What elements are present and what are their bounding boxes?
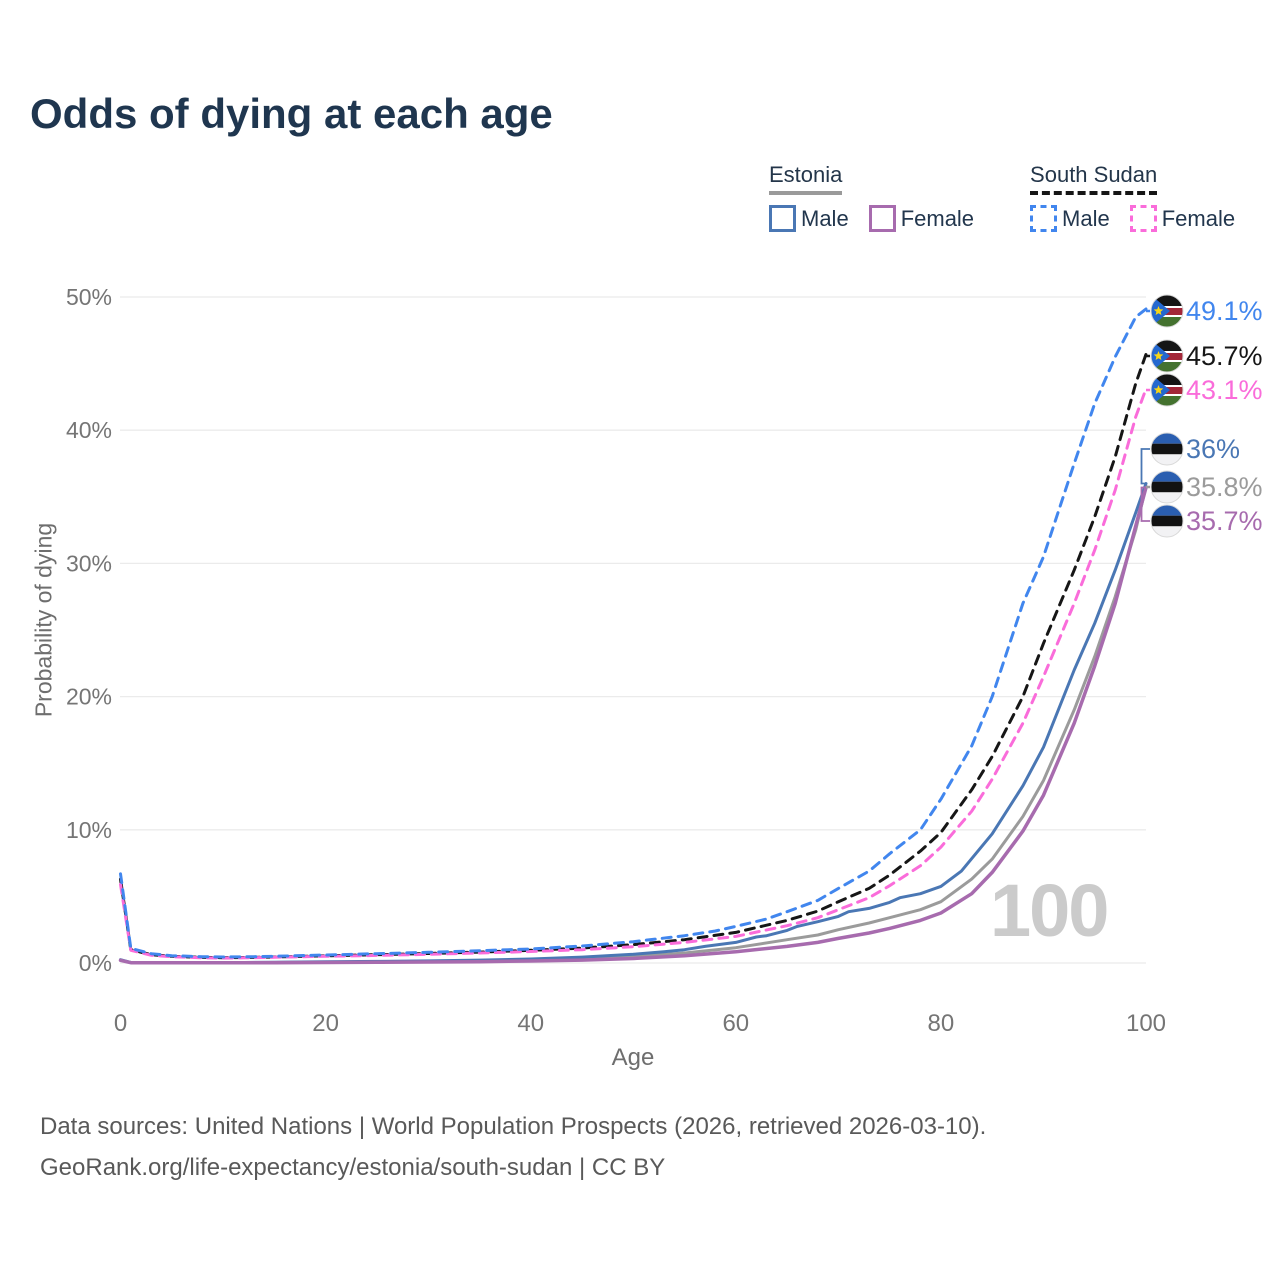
end-value-label-estonia-both: 35.8% [1186, 472, 1263, 502]
legend-item-south-sudan-male[interactable]: Male [1030, 205, 1110, 232]
x-tick-label: 20 [312, 1010, 339, 1037]
estonia-female-swatch-icon [868, 205, 896, 232]
georank-link[interactable]: GeoRank.org/life-expectancy/estonia/sout… [40, 1154, 666, 1181]
data-sources-text: Data sources: United Nations | World Pop… [40, 1113, 987, 1140]
legend-item-label: Female [900, 205, 975, 231]
y-tick-label: 50% [66, 284, 112, 310]
legend-item-estonia-male[interactable]: Male [769, 205, 849, 232]
x-axis-title: Age [611, 1044, 655, 1071]
legend-country-south-sudan: South Sudan [1030, 162, 1158, 195]
x-tick-label: 80 [928, 1010, 955, 1037]
label-connector-estonia-female [1140, 486, 1150, 522]
y-axis-title: Probability of dying [30, 522, 57, 718]
south-sudan-male-swatch-icon [1030, 205, 1058, 232]
end-value-label-south-sudan-both: 45.7% [1186, 341, 1263, 371]
flag-south-sudan-icon [1150, 294, 1184, 328]
end-value-label-south-sudan-female: 43.1% [1186, 375, 1263, 405]
flag-south-sudan-icon [1150, 373, 1184, 407]
legend: Estonia Male Female South Sudan Male [769, 162, 1235, 232]
flag-estonia-icon [1150, 432, 1184, 466]
estonia-male-swatch-icon [769, 205, 796, 232]
y-tick-label: 30% [66, 550, 112, 576]
flag-estonia-icon [1150, 470, 1184, 504]
legend-item-label: Female [1161, 205, 1236, 231]
x-tick-label: 100 [1126, 1010, 1166, 1037]
legend-group-south-sudan: South Sudan Male Female [1030, 162, 1235, 232]
legend-item-south-sudan-female[interactable]: Female [1129, 205, 1236, 232]
x-tick-label: 40 [517, 1010, 544, 1037]
legend-group-estonia: Estonia Male Female [769, 162, 974, 232]
label-connector-estonia-male [1140, 448, 1150, 485]
y-tick-label: 0% [79, 950, 112, 976]
legend-country-estonia: Estonia [769, 162, 843, 195]
legend-item-label: Male [801, 205, 849, 231]
footer: Data sources: United Nations | World Pop… [40, 1106, 986, 1188]
page-title: Odds of dying at each age [30, 90, 553, 137]
x-tick-label: 60 [722, 1010, 749, 1037]
series-line-south-sudan-male [119, 307, 1148, 959]
legend-item-estonia-female[interactable]: Female [868, 205, 975, 232]
y-tick-label: 40% [66, 417, 112, 443]
x-tick-label: 0 [114, 1010, 127, 1037]
y-tick-label: 10% [66, 817, 112, 843]
flag-south-sudan-icon [1150, 339, 1184, 373]
end-value-label-south-sudan-male: 49.1% [1186, 296, 1263, 326]
end-value-label-estonia-male: 36% [1186, 434, 1240, 464]
series-line-estonia-female [118, 485, 1148, 965]
legend-item-label: Male [1062, 205, 1110, 231]
flag-estonia-icon [1150, 504, 1184, 538]
age-counter-watermark: 100 [990, 869, 1109, 952]
y-tick-label: 20% [66, 684, 112, 710]
end-value-label-estonia-female: 35.7% [1186, 506, 1263, 536]
south-sudan-female-swatch-icon [1129, 205, 1157, 232]
